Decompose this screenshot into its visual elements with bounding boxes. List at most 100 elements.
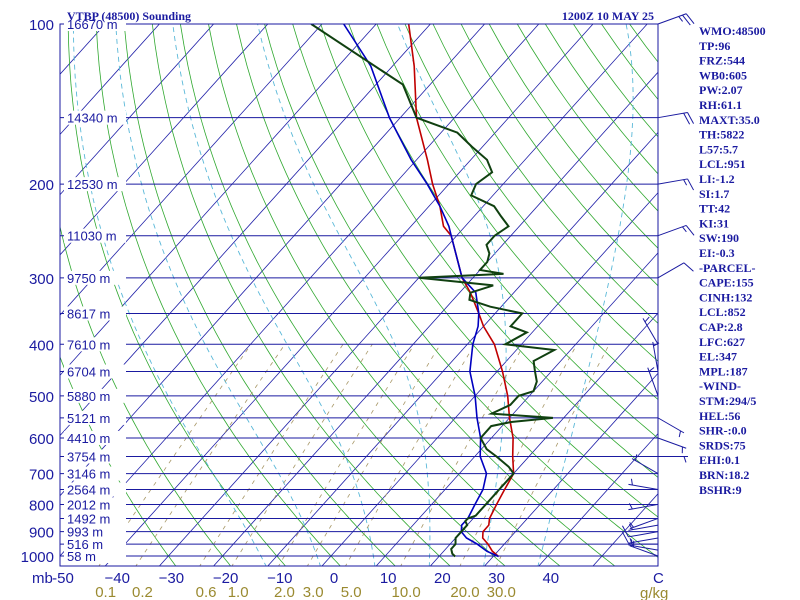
pressure-tick-label: 400 [29, 337, 54, 354]
mixing-ratio-tick-label: 0.1 [95, 584, 116, 600]
temperature-tick-label: 40 [542, 570, 559, 587]
stability-index: SI:1.7 [699, 187, 729, 201]
wind-barb [658, 455, 688, 463]
stability-index: TP:96 [699, 39, 730, 53]
height-label-backdrop [64, 337, 126, 352]
height-labels: 16670 m 14340 m 12530 m 11030 m 9750 m 8617 m… [64, 17, 126, 564]
stability-index: WB0:605 [699, 68, 747, 82]
height-label-backdrop [64, 177, 126, 192]
stability-index: BSHR:9 [699, 483, 742, 497]
dry-adiabat-line [151, 24, 451, 566]
temperature-tick-label: -50 [52, 570, 74, 587]
height-label-backdrop [64, 17, 126, 31]
mixing-ratio-tick-label: 30.0 [487, 584, 516, 600]
dry-adiabat-line [404, 24, 658, 362]
dry-adiabat-line [376, 24, 658, 400]
pressure-tick-label: 300 [29, 271, 54, 288]
wind-barb [657, 178, 695, 191]
height-label: 3754 m [67, 449, 110, 464]
stability-index: FRZ:544 [699, 54, 745, 68]
stability-index: CAP:2.8 [699, 320, 743, 334]
dry-adiabat-line [60, 355, 177, 566]
stability-index: LFC:627 [699, 335, 745, 349]
dry-adiabat-line [208, 24, 561, 566]
wind-barb [657, 111, 695, 125]
pressure-tick-label: 800 [29, 497, 54, 514]
temperature-tick-label: 10 [380, 570, 397, 587]
height-label: 2564 m [67, 483, 110, 498]
dry-adiabat-line [320, 24, 658, 478]
isotherm-line [60, 24, 323, 316]
moist-adiabat-line [537, 24, 634, 566]
dry-adiabat-line [123, 24, 396, 566]
height-label: 14340 m [67, 111, 118, 126]
moist-adiabat-line [172, 24, 376, 566]
stability-index: MPL:187 [699, 364, 748, 378]
mixing-ratio-unit-label: g/kg [640, 585, 668, 600]
stability-index: TH:5822 [699, 128, 744, 142]
chart-title-station: VTBP (48500) Sounding [67, 9, 191, 23]
wind-barb [621, 525, 659, 538]
mixing-ratio-line [199, 344, 344, 566]
temperature-tick-label: 0 [330, 570, 338, 587]
wind-barbs [621, 13, 695, 557]
stability-index: SHR-:0.0 [699, 424, 747, 438]
height-label: 1492 m [67, 511, 110, 526]
height-label-backdrop [64, 466, 126, 481]
height-label: 9750 m [67, 271, 110, 286]
pressure-tick-label: 1000 [21, 549, 54, 566]
pressure-tick-label: 200 [29, 177, 54, 194]
mixing-ratio-tick-label: 1.0 [228, 584, 249, 600]
isotherm-line [213, 71, 658, 566]
height-label: 8617 m [67, 306, 110, 321]
dry-adiabat-line [292, 24, 658, 518]
dry-adiabat-line [432, 24, 658, 324]
temperature-tick-label: 20 [434, 570, 451, 587]
stability-index: STM:294/5 [699, 394, 756, 408]
wind-barb [628, 523, 659, 531]
height-label-backdrop [64, 270, 126, 285]
height-label-backdrop [64, 511, 126, 526]
stability-index: -PARCEL- [699, 261, 755, 275]
dry-adiabat-line [60, 224, 232, 566]
height-label-backdrop [64, 410, 126, 425]
height-label: 12530 m [67, 177, 118, 192]
dry-adiabat-line [264, 24, 658, 558]
pressure-tick-label: 700 [29, 467, 54, 484]
temperature-tick-label: −10 [267, 570, 292, 587]
temperature-tick-label: −40 [104, 570, 129, 587]
temperature-tick-label: −20 [213, 570, 238, 587]
pressure-tick-label: 500 [29, 389, 54, 406]
pressure-tick-label: 900 [29, 525, 54, 542]
isotherm-line [267, 131, 658, 566]
mixing-ratio-tick-label: 5.0 [341, 584, 362, 600]
wind-barb [657, 417, 685, 438]
stability-index: EI:-0.3 [699, 246, 735, 260]
stability-index: TT:42 [699, 202, 730, 216]
stability-index: PW:2.07 [699, 83, 743, 97]
dry-adiabat-line [348, 24, 658, 439]
dry-adiabat-line [95, 24, 341, 566]
dry-adiabat-line [67, 24, 287, 566]
height-label: 11030 m [67, 229, 117, 244]
pressure-labels: 100 200 300 400 500 600 700 800 900 1000 [21, 17, 54, 566]
mixing-ratio-line [135, 344, 286, 566]
mixing-ratio-labels: 0.1 0.2 0.6 1.0 2.0 3.0 5.0 10.0 20.0 30.0 [95, 584, 516, 600]
mixing-ratio-tick-label: 0.6 [196, 584, 217, 600]
stability-index: EHI:0.1 [699, 453, 740, 467]
height-label-backdrop [64, 110, 126, 125]
height-label-backdrop [64, 364, 126, 379]
height-label-backdrop [64, 449, 126, 464]
background-lines [60, 24, 658, 566]
stability-index: LCL:852 [699, 305, 746, 319]
wind-barb [657, 224, 695, 237]
stability-index: LCL:951 [699, 157, 746, 171]
stability-index: -WIND- [699, 379, 741, 393]
mixing-ratio-tick-label: 2.0 [274, 584, 295, 600]
mixing-ratio-line [345, 344, 476, 566]
stability-index: CINH:132 [699, 290, 752, 304]
pressure-tick-label: 600 [29, 431, 54, 448]
dewpoint-profile [310, 24, 558, 558]
isotherm-line [60, 24, 160, 136]
height-label-backdrop [64, 306, 126, 321]
